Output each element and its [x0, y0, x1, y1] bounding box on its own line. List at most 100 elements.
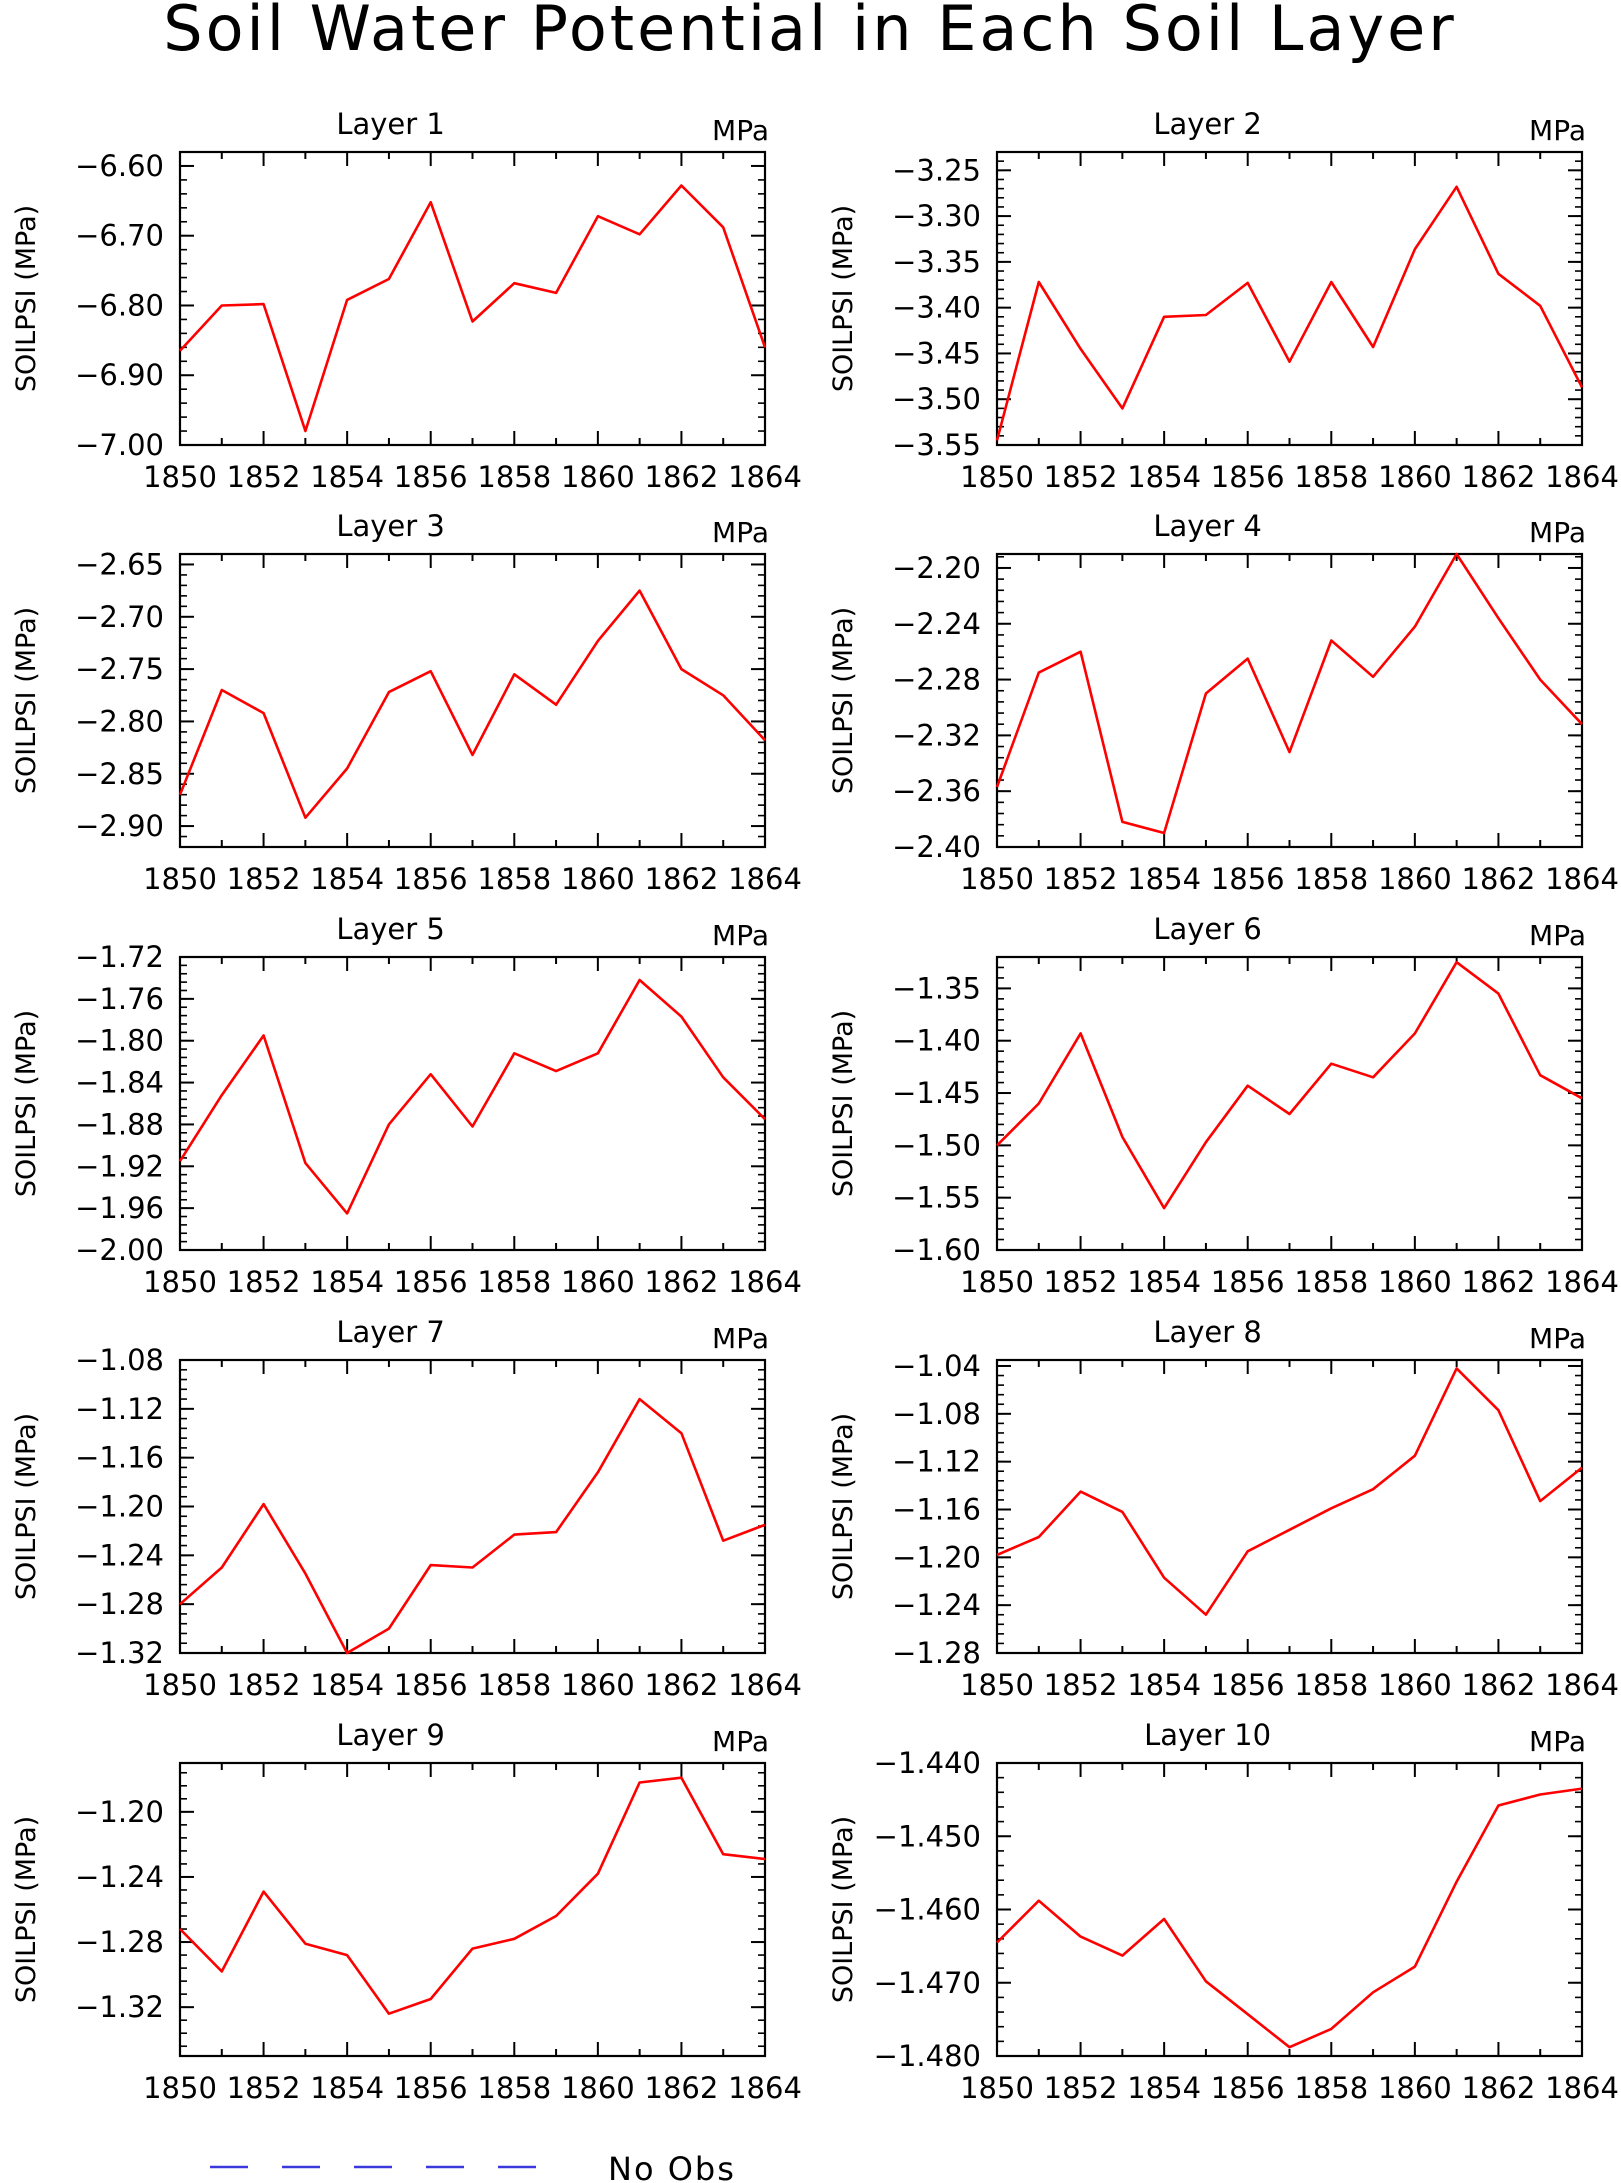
panel-layer-6: 1850 1852 1854 1856 1858 1860 1862 1864 −1.60 −1.…	[828, 912, 1619, 1299]
x-tick-label: 1860	[1378, 460, 1452, 494]
x-tick-label: 1860	[561, 2071, 635, 2105]
x-tick-label: 1864	[728, 2071, 802, 2105]
y-tick-label: −1.450	[874, 1819, 981, 1853]
x-tick-label: 1852	[1044, 1668, 1118, 1702]
y-tick-label: −1.92	[75, 1149, 164, 1183]
series-line	[996, 1787, 1583, 2049]
x-tick-label: 1856	[1211, 460, 1285, 494]
panel-title: Layer 6	[1153, 912, 1262, 946]
units-label: MPa	[712, 114, 769, 147]
plot-frame	[178, 1761, 767, 2058]
x-tick-label: 1858	[1294, 862, 1368, 896]
y-tick-label: −2.85	[75, 757, 164, 791]
units-label: MPa	[1529, 919, 1586, 952]
y-tick-label: −1.16	[892, 1492, 981, 1526]
x-tick-label: 1852	[227, 460, 301, 494]
x-tick-label: 1854	[310, 460, 384, 494]
panel-layer-3: 1850 1852 1854 1856 1858 1860 1862 1864 −2.90 −2.…	[11, 509, 802, 896]
units-label: MPa	[1529, 516, 1586, 549]
units-label: MPa	[1529, 1725, 1586, 1758]
y-tick-label: −7.00	[75, 428, 164, 462]
units-label: MPa	[1529, 1322, 1586, 1355]
y-tick-label: −1.72	[75, 940, 164, 974]
x-tick-label: 1862	[1462, 2071, 1536, 2105]
x-tick-label: 1854	[1127, 1265, 1201, 1299]
x-tick-label: 1854	[310, 2071, 384, 2105]
plot-frame	[178, 150, 767, 447]
plot-frame	[995, 552, 1584, 849]
panel-layer-8: 1850 1852 1854 1856 1858 1860 1862 1864 −1.28 −1.…	[828, 1315, 1619, 1702]
y-axis-label: SOILPSI (MPa)	[11, 205, 42, 392]
y-tick-label: −2.24	[892, 607, 981, 641]
series-line	[995, 552, 1583, 835]
y-tick-label: −1.24	[892, 1588, 981, 1622]
y-tick-label: −1.28	[75, 1925, 164, 1959]
series-line	[996, 1367, 1583, 1616]
x-tick-label: 1852	[1044, 862, 1118, 896]
y-axis-label: SOILPSI (MPa)	[828, 1010, 859, 1197]
x-tick-label: 1858	[1294, 1668, 1368, 1702]
plot-frame	[995, 955, 1584, 1252]
y-tick-label: −1.28	[75, 1587, 164, 1621]
x-tick-label: 1850	[143, 460, 217, 494]
x-tick-label: 1860	[561, 862, 635, 896]
y-tick-label: −1.35	[892, 971, 981, 1005]
y-tick-label: −1.45	[892, 1076, 981, 1110]
x-tick-label: 1862	[1462, 1668, 1536, 1702]
x-tick-label: 1852	[1044, 2071, 1118, 2105]
y-tick-label: −2.28	[892, 663, 981, 697]
panel-title: Layer 1	[336, 107, 445, 141]
plot-frame	[178, 552, 767, 849]
panel-title: Layer 7	[336, 1315, 445, 1349]
x-tick-label: 1858	[477, 862, 551, 896]
x-tick-label: 1862	[1462, 862, 1536, 896]
units-label: MPa	[712, 516, 769, 549]
y-tick-label: −2.70	[75, 600, 164, 634]
x-tick-label: 1860	[561, 1668, 635, 1702]
x-tick-label: 1864	[728, 1265, 802, 1299]
panel-layer-9: 1850 1852 1854 1856 1858 1860 1862 1864 −1.32 −1.…	[11, 1718, 802, 2105]
y-tick-label: −3.30	[892, 199, 981, 233]
x-tick-label: 1856	[1211, 1265, 1285, 1299]
x-tick-label: 1854	[1127, 862, 1201, 896]
y-axis-label: SOILPSI (MPa)	[11, 1413, 42, 1600]
series-line	[996, 960, 1583, 1210]
x-tick-label: 1856	[394, 2071, 468, 2105]
x-tick-label: 1862	[645, 1265, 719, 1299]
series-line	[178, 589, 766, 820]
x-tick-label: 1854	[1127, 460, 1201, 494]
y-tick-label: −1.32	[75, 1990, 164, 2024]
y-axis-label: SOILPSI (MPa)	[828, 1413, 859, 1600]
y-tick-label: −1.08	[892, 1397, 981, 1431]
series-line	[995, 185, 1584, 441]
y-tick-label: −3.25	[892, 153, 981, 187]
y-tick-label: −1.40	[892, 1024, 981, 1058]
panel-title: Layer 8	[1153, 1315, 1262, 1349]
y-tick-label: −1.460	[874, 1893, 981, 1927]
y-tick-label: −1.12	[892, 1445, 981, 1479]
panel-title: Layer 10	[1144, 1718, 1271, 1752]
panel-title: Layer 3	[336, 509, 445, 543]
y-tick-label: −1.88	[75, 1107, 164, 1141]
units-label: MPa	[1529, 114, 1586, 147]
y-tick-label: −1.20	[75, 1795, 164, 1829]
plot-frame	[178, 1358, 767, 1655]
y-tick-label: −1.480	[874, 2039, 981, 2073]
x-tick-label: 1852	[227, 2071, 301, 2105]
y-tick-label: −1.24	[75, 1860, 164, 1894]
x-tick-label: 1856	[394, 1265, 468, 1299]
units-label: MPa	[712, 1322, 769, 1355]
x-tick-label: 1862	[645, 2071, 719, 2105]
x-tick-label: 1864	[1545, 1668, 1619, 1702]
x-tick-label: 1858	[477, 1668, 551, 1702]
series-line	[179, 1776, 766, 2015]
x-tick-label: 1860	[1378, 1668, 1452, 1702]
y-tick-label: −1.16	[75, 1441, 164, 1475]
x-tick-label: 1862	[645, 1668, 719, 1702]
y-tick-label: −1.470	[874, 1966, 981, 2000]
y-tick-label: −2.00	[75, 1233, 164, 1267]
x-tick-label: 1850	[143, 2071, 217, 2105]
x-tick-label: 1864	[1545, 862, 1619, 896]
x-tick-label: 1856	[1211, 862, 1285, 896]
